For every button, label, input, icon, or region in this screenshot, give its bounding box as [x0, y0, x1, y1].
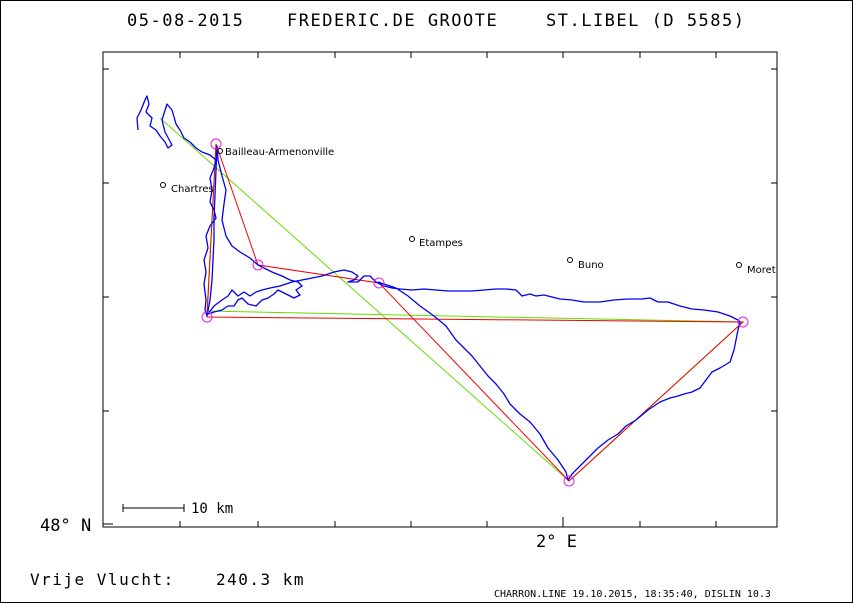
scale-bar: [122, 504, 185, 512]
place-label-bailleau: Bailleau-Armenonville: [225, 147, 334, 158]
axis-ticks: [103, 52, 777, 527]
turnpoint-marker: [373, 277, 385, 289]
pilot-name: FREDERIC.DE GROOTE: [287, 11, 498, 31]
place-label-etampes: Etampes: [419, 238, 463, 249]
turnpoint-marker: [201, 311, 213, 323]
place-dot: [736, 262, 742, 268]
flight-date: 05-08-2015: [127, 11, 244, 31]
place-dot: [567, 257, 573, 263]
distance-label: Vrije Vlucht:: [30, 570, 175, 589]
turnpoint-marker: [252, 259, 264, 271]
place-markers: [160, 148, 742, 268]
place-label-moret: Moret: [747, 265, 776, 276]
task-line-green: [159, 117, 745, 482]
club-name: ST.LIBEL (D 5585): [546, 11, 746, 31]
place-label-buno: Buno: [578, 260, 604, 271]
latitude-label: 48° N: [40, 516, 91, 536]
distance-value: 240.3 km: [216, 570, 305, 589]
scale-label: 10 km: [191, 501, 233, 517]
place-dot: [409, 236, 415, 242]
turnpoint-marker: [737, 316, 749, 328]
turnpoint-marker: [210, 138, 222, 150]
gps-track: [136, 95, 741, 481]
software-credit: CHARRON.LINE 19.10.2015, 18:35:40, DISLI…: [494, 589, 771, 600]
longitude-label: 2° E: [536, 532, 577, 552]
place-label-chartres: Chartres: [171, 184, 214, 195]
turnpoints: [201, 138, 749, 487]
place-dot: [217, 148, 223, 154]
map-border: [102, 51, 778, 528]
place-dot: [160, 182, 166, 188]
turnpoint-marker: [563, 475, 575, 487]
